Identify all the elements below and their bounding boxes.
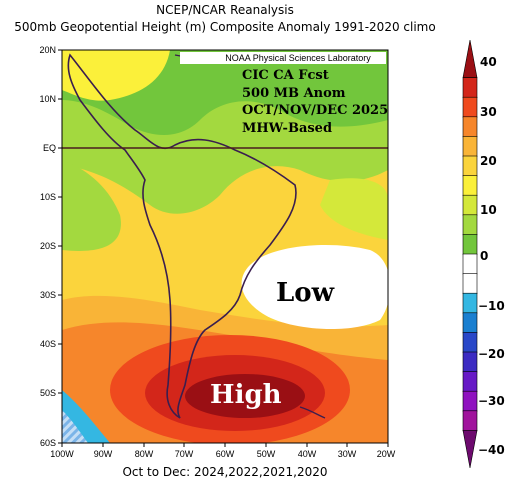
lon-label: 20W bbox=[377, 449, 396, 459]
lat-label: EQ bbox=[43, 143, 56, 153]
forecast-line-1: CIC CA Fcst bbox=[242, 68, 329, 83]
colorbar-swatch bbox=[462, 234, 478, 255]
lat-label: 10N bbox=[39, 94, 56, 104]
colorbar-swatch bbox=[462, 214, 478, 236]
south-america-outline bbox=[67, 53, 297, 419]
period-footer: Oct to Dec: 2024,2022,2021,2020 bbox=[122, 465, 327, 479]
chart-subtitle: 500mb Geopotential Height (m) Composite … bbox=[14, 20, 436, 34]
lon-label: 60W bbox=[216, 449, 235, 459]
lat-label: 40S bbox=[40, 339, 56, 349]
colorbar-swatch bbox=[462, 430, 478, 469]
colorbar-swatch bbox=[462, 175, 478, 197]
low-label: Low bbox=[276, 278, 335, 308]
colorbar-swatch bbox=[462, 351, 478, 373]
contour-field bbox=[62, 50, 388, 443]
forecast-line-2: 500 MB Anom bbox=[242, 86, 346, 101]
lon-label: 30W bbox=[338, 449, 357, 459]
colorbar-swatch bbox=[462, 39, 478, 78]
lon-label: 40W bbox=[298, 449, 317, 459]
colorbar-swatch bbox=[462, 77, 478, 98]
colorbar bbox=[462, 39, 478, 469]
colorbar-swatch bbox=[462, 371, 478, 393]
colorbar-swatch bbox=[462, 292, 478, 314]
lat-label: 60S bbox=[40, 438, 56, 448]
colorbar-tick-label: 10 bbox=[480, 203, 497, 217]
colorbar-tick-label: −10 bbox=[478, 299, 505, 313]
lon-label: 90W bbox=[94, 449, 113, 459]
colorbar-swatch bbox=[462, 194, 478, 216]
chart-title: NCEP/NCAR Reanalysis bbox=[156, 3, 294, 17]
colorbar-swatch bbox=[462, 390, 478, 412]
lon-label: 70W bbox=[175, 449, 194, 459]
colorbar-tick-label: 0 bbox=[480, 249, 488, 263]
lat-label: 50S bbox=[40, 388, 56, 398]
colorbar-swatch bbox=[462, 155, 478, 177]
colorbar-tick-label: 20 bbox=[480, 154, 497, 168]
colorbar-swatch bbox=[462, 116, 478, 138]
forecast-line-4: MHW-Based bbox=[242, 121, 332, 136]
high-label: High bbox=[210, 380, 282, 410]
lat-label: 10S bbox=[40, 192, 56, 202]
colorbar-tick-label: −40 bbox=[478, 443, 505, 457]
colorbar-swatch bbox=[462, 312, 478, 334]
lat-label: 30S bbox=[40, 290, 56, 300]
lon-label: 100W bbox=[50, 449, 74, 459]
forecast-line-3: OCT/NOV/DEC 2025 bbox=[242, 103, 388, 118]
colorbar-tick-label: 30 bbox=[480, 105, 497, 119]
lon-label: 50W bbox=[257, 449, 276, 459]
colorbar-swatch bbox=[462, 410, 478, 432]
colorbar-swatch bbox=[462, 273, 478, 295]
colorbar-tick-label: 40 bbox=[480, 55, 497, 69]
credit-box bbox=[180, 52, 386, 64]
lon-label: 80W bbox=[135, 449, 154, 459]
colorbar-swatch bbox=[462, 96, 478, 118]
lat-label: 20S bbox=[40, 241, 56, 251]
colorbar-tick-label: −30 bbox=[478, 394, 505, 408]
credit-label: NOAA Physical Sciences Laboratory bbox=[225, 53, 371, 63]
colorbar-swatch bbox=[462, 332, 478, 353]
colorbar-swatch bbox=[462, 253, 478, 275]
lat-label: 20N bbox=[39, 45, 56, 55]
colorbar-tick-label: −20 bbox=[478, 347, 505, 361]
colorbar-swatch bbox=[462, 136, 478, 157]
